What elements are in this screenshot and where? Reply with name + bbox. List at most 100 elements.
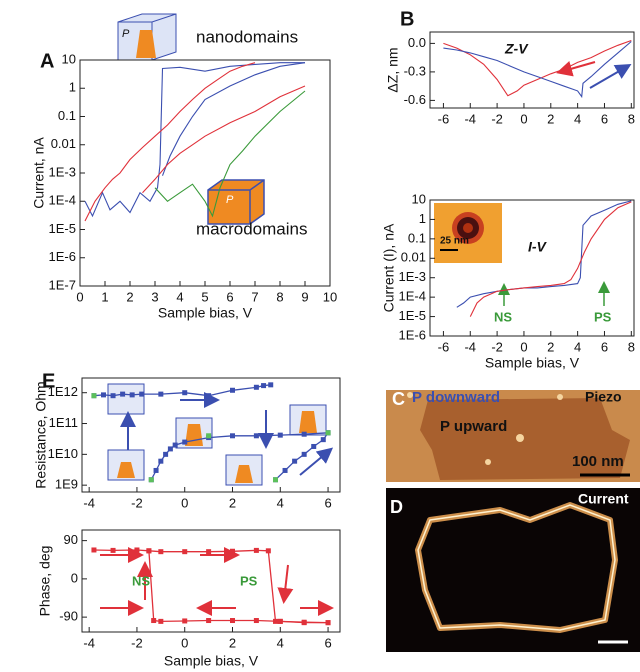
y-tick-label: 0.0: [408, 35, 426, 50]
x-tick-label: -4: [464, 339, 476, 354]
x-tick-label: 7: [251, 289, 258, 304]
annotation: A: [40, 50, 54, 72]
panel-label: D: [390, 497, 403, 517]
y-tick-label: -0.6: [404, 92, 426, 107]
point: [320, 437, 326, 443]
x-tick-label: 0: [76, 289, 83, 304]
x-tick-label: 4: [574, 111, 581, 126]
annotation: E: [42, 370, 55, 392]
x-tick-label: -2: [131, 635, 143, 650]
y-tick-label: -0.3: [404, 63, 426, 78]
x-tick-label: 6: [324, 635, 331, 650]
point: [182, 549, 188, 555]
x-tick-label: 0: [520, 111, 527, 126]
x-tick-label: 3: [151, 289, 158, 304]
y-tick-label: 1E12: [48, 384, 78, 399]
inset-image: [434, 203, 502, 263]
y-tick-label: 1E-4: [399, 289, 426, 304]
x-tick-label: 6: [226, 289, 233, 304]
point: [261, 383, 267, 389]
plot-frame: [429, 31, 635, 109]
y-tick-label: 1E-6: [49, 249, 76, 264]
series-line: [443, 41, 632, 99]
point: [253, 384, 259, 390]
y-tick-label: 10: [62, 51, 76, 66]
series-line: [84, 62, 256, 222]
point: [253, 547, 259, 553]
x-tick-label: 10: [323, 289, 337, 304]
arrows: [100, 61, 632, 616]
point: [230, 548, 235, 554]
image-text: Current: [578, 491, 629, 507]
y-tick-label: 1E-5: [49, 221, 76, 236]
series-line: [148, 550, 329, 624]
plot-frame: [81, 377, 341, 493]
series-line: [469, 201, 632, 317]
point: [110, 393, 116, 399]
y-tick-label: -90: [59, 609, 78, 624]
series-line: [93, 549, 329, 624]
x-axis-label: Sample bias, V: [485, 355, 580, 371]
x-tick-label: -4: [83, 635, 95, 650]
point: [129, 392, 135, 398]
point: [110, 547, 116, 553]
y-tick-label: 1E-3: [49, 164, 76, 179]
series-line: [443, 39, 632, 97]
point: [206, 618, 212, 624]
y-tick-label: 1E-6: [399, 327, 426, 342]
x-tick-label: -6: [438, 339, 450, 354]
x-tick-label: 4: [277, 635, 284, 650]
point: [268, 382, 274, 388]
point: [91, 393, 97, 399]
point: [91, 547, 97, 553]
x-tick-label: -2: [491, 111, 503, 126]
image-text: P downward: [412, 389, 500, 406]
x-tick-label: 0: [520, 339, 527, 354]
y-tick-label: 1: [419, 211, 426, 226]
y-axis-label: Resistance, Ohm: [33, 381, 49, 488]
annotation: PS: [594, 309, 612, 324]
point: [273, 477, 278, 483]
annotation: macrodomains: [196, 219, 308, 238]
point: [253, 433, 259, 439]
x-tick-label: 4: [176, 289, 183, 304]
annotation: B: [400, 8, 414, 30]
y-tick-label: 1E-3: [399, 269, 426, 284]
x-tick-label: 0: [181, 635, 188, 650]
x-tick-label: 8: [276, 289, 283, 304]
y-tick-label: 1E-7: [49, 277, 76, 292]
y-axis-label: ΔZ, nm: [385, 47, 401, 92]
x-tick-label: 8: [628, 339, 635, 354]
x-tick-label: -2: [131, 495, 143, 510]
y-tick-label: 0.1: [58, 108, 76, 123]
annotation: Z-V: [504, 41, 529, 57]
annotation: P: [226, 194, 234, 206]
point: [172, 442, 178, 448]
point: [230, 387, 235, 393]
piezo-image: [386, 390, 640, 482]
x-tick-label: 6: [324, 495, 331, 510]
point: [158, 391, 164, 397]
annotation: I-V: [528, 239, 548, 255]
plot-frame: [81, 529, 341, 633]
point: [301, 451, 307, 457]
point: [277, 432, 283, 438]
point: [139, 391, 145, 397]
x-axis-label: Sample bias, V: [158, 305, 253, 321]
x-tick-label: 2: [547, 111, 554, 126]
y-tick-label: 1E9: [55, 477, 78, 492]
point: [120, 391, 126, 397]
y-tick-label: 90: [64, 532, 78, 547]
point: [158, 618, 164, 624]
point: [292, 458, 298, 464]
point: [182, 390, 188, 396]
y-axis-label: Current (I), nA: [381, 223, 397, 312]
annotation: nanodomains: [196, 27, 298, 46]
plot-frame: [429, 199, 635, 337]
point: [206, 393, 212, 399]
x-tick-label: 1: [101, 289, 108, 304]
y-tick-label: 0.1: [408, 230, 426, 245]
point: [301, 431, 307, 437]
y-tick-label: 1: [69, 80, 76, 95]
